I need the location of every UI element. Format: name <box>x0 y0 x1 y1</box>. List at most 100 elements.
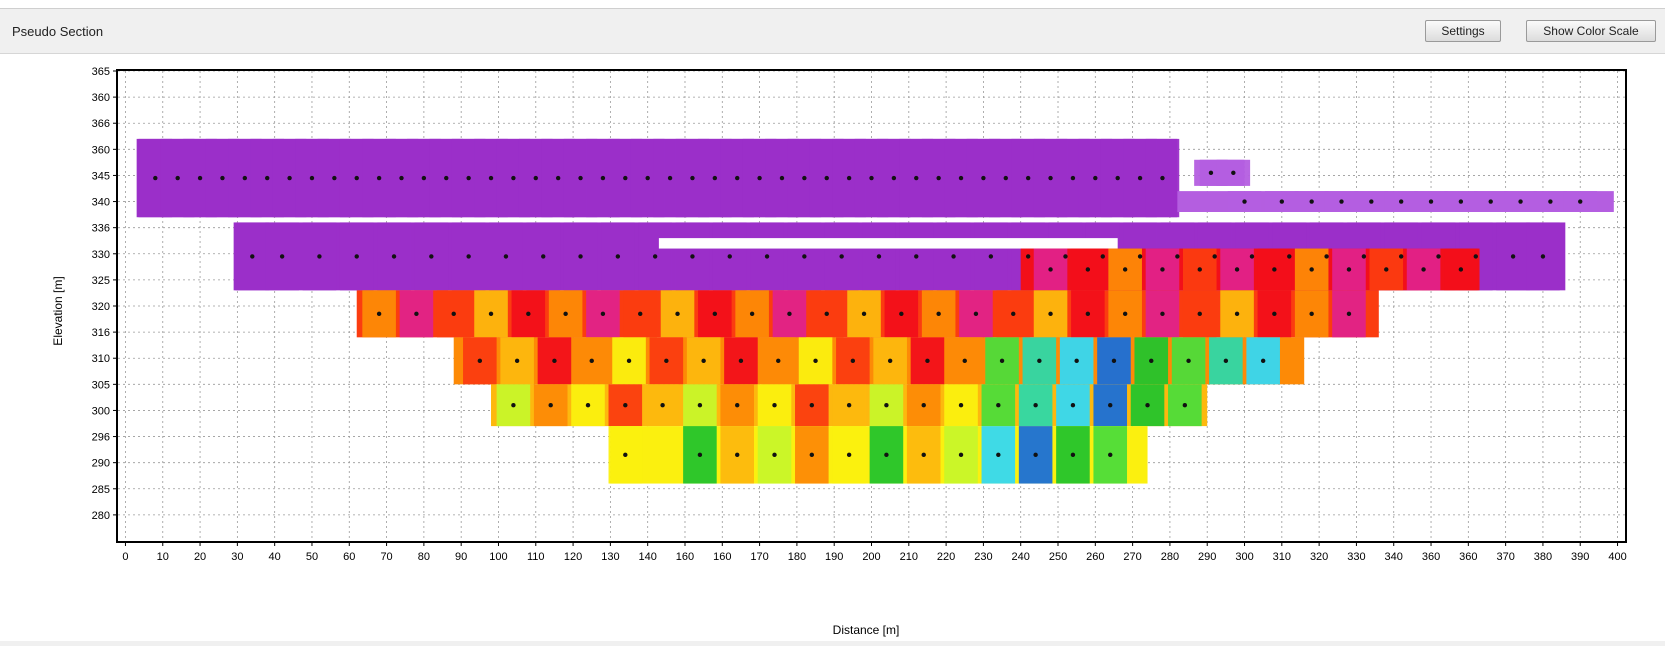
x-tick-label: 210 <box>900 551 918 563</box>
measurement-point <box>514 358 520 364</box>
measurement-point <box>712 175 718 181</box>
measurement-point <box>578 254 583 259</box>
pseudo-section-chart: 365 360 366 360 345 340 336 330 325 320 316 310 305 3… <box>0 54 1665 641</box>
measurement-point <box>1234 267 1240 272</box>
measurement-point <box>667 175 673 181</box>
measurement-point <box>1369 199 1374 204</box>
y-tick-label: 296 <box>92 432 110 444</box>
x-tick-label: 220 <box>937 551 955 563</box>
measurement-point <box>1260 358 1266 364</box>
x-tick-label: 160 <box>676 551 694 563</box>
measurement-point <box>1137 254 1143 259</box>
y-tick-label: 290 <box>92 458 110 470</box>
x-tick-label: 100 <box>489 551 507 563</box>
measurement-point <box>1122 311 1128 317</box>
measurement-point <box>376 175 382 181</box>
measurement-point <box>578 175 583 181</box>
x-axis-ticks: 0 10 20 30 40 50 60 70 80 90 100 110 120 130 140 160 160… <box>122 541 1627 563</box>
x-tick-label: 70 <box>380 551 392 563</box>
measurement-point <box>600 175 606 181</box>
measurement-point <box>552 358 557 364</box>
measurement-point <box>309 175 315 181</box>
measurement-point <box>921 452 926 458</box>
measurement-point <box>1070 175 1076 181</box>
measurement-point <box>1212 254 1217 259</box>
measurement-point <box>772 403 777 408</box>
y-tick-label: 305 <box>92 379 110 391</box>
measurement-point <box>354 175 359 181</box>
measurement-point <box>451 311 456 317</box>
measurement-point <box>615 254 621 259</box>
y-tick-label: 316 <box>92 327 110 339</box>
measurement-point <box>1309 199 1314 204</box>
measurement-point <box>988 254 994 259</box>
measurement-point <box>884 452 889 458</box>
measurement-point <box>861 311 867 317</box>
measurement-point <box>1108 452 1113 458</box>
x-tick-label: 170 <box>750 551 768 563</box>
measurement-point <box>962 358 967 364</box>
measurement-point <box>175 175 180 181</box>
measurement-point <box>1070 403 1076 408</box>
measurement-point <box>1339 199 1344 204</box>
measurement-point <box>623 403 628 408</box>
y-tick-label: 336 <box>92 223 110 235</box>
measurement-point <box>1037 358 1042 364</box>
measurement-point <box>488 175 494 181</box>
measurement-point <box>660 403 665 408</box>
measurement-point <box>399 175 404 181</box>
data-layer <box>658 238 1118 249</box>
settings-button[interactable]: Settings <box>1425 20 1501 42</box>
measurement-point <box>1361 254 1367 259</box>
y-tick-label: 320 <box>92 301 110 313</box>
x-tick-label: 50 <box>306 551 318 563</box>
measurement-point <box>1231 170 1236 176</box>
measurement-point <box>996 403 1001 408</box>
y-tick-label: 366 <box>92 118 110 130</box>
x-tick-label: 360 <box>1459 551 1477 563</box>
measurement-point <box>1186 358 1191 364</box>
measurement-point <box>444 175 449 181</box>
measurement-point <box>526 311 531 317</box>
measurement-point <box>1160 311 1165 317</box>
measurement-point <box>1122 267 1128 272</box>
measurement-point <box>1223 358 1229 364</box>
measurement-point <box>981 175 986 181</box>
measurement-point <box>1458 267 1464 272</box>
show-color-scale-button[interactable]: Show Color Scale <box>1526 20 1656 42</box>
measurement-point <box>1279 199 1285 204</box>
measurement-point <box>638 311 643 317</box>
x-tick-label: 40 <box>269 551 281 563</box>
measurement-point <box>488 311 494 317</box>
measurement-point <box>846 175 852 181</box>
measurement-point <box>1085 267 1091 272</box>
measurement-point <box>287 175 292 181</box>
measurement-point <box>1033 452 1038 458</box>
x-tick-label: 10 <box>157 551 169 563</box>
measurement-point <box>999 358 1005 364</box>
measurement-point <box>1003 175 1008 181</box>
measurement-point <box>250 254 255 259</box>
measurement-point <box>1025 254 1031 259</box>
measurement-point <box>1149 358 1154 364</box>
measurement-point <box>626 358 632 364</box>
measurement-point <box>1473 254 1478 259</box>
measurement-point <box>589 358 594 364</box>
measurement-point <box>1272 311 1277 317</box>
measurement-point <box>958 452 964 458</box>
measurement-point <box>757 175 762 181</box>
measurement-point <box>936 175 941 181</box>
measurement-point <box>376 311 382 317</box>
measurement-point <box>869 175 874 181</box>
y-tick-label: 325 <box>92 275 110 287</box>
measurement-point <box>1346 267 1352 272</box>
measurement-point <box>951 254 956 259</box>
x-tick-label: 340 <box>1385 551 1403 563</box>
measurement-point <box>738 358 744 364</box>
x-tick-label: 130 <box>601 551 619 563</box>
x-tick-label: 390 <box>1571 551 1589 563</box>
measurement-point <box>1048 175 1053 181</box>
measurement-point <box>1398 254 1404 259</box>
measurement-point <box>623 175 628 181</box>
measurement-point <box>1384 267 1389 272</box>
